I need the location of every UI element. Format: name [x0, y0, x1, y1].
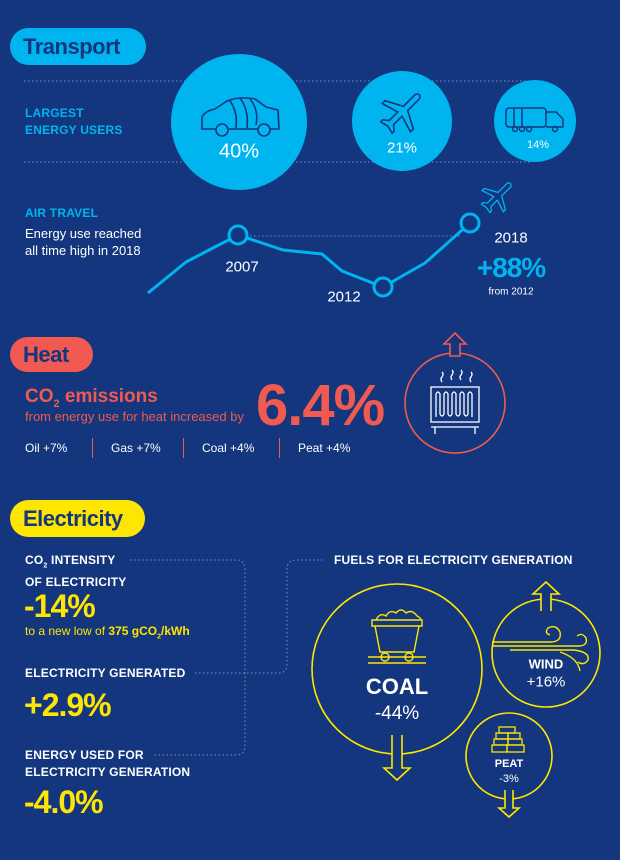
wind-icon — [492, 625, 589, 672]
note-subscript: 2 — [157, 633, 161, 641]
marker-2007 — [227, 224, 249, 246]
peat-bricks-icon — [491, 726, 525, 753]
coal-cart-icon — [368, 609, 426, 664]
year-label-2012: 2012 — [327, 288, 361, 306]
separator — [92, 438, 93, 458]
note-unit: /kWh — [160, 624, 190, 638]
heat-subtitle: from energy use for heat increased by — [25, 409, 244, 424]
air-travel-change-note: from 2012 — [488, 286, 534, 298]
plane-share-value: 21% — [386, 139, 418, 157]
peat-circle — [465, 712, 553, 800]
coal-label: COAL — [365, 674, 429, 699]
energy-used-value: -4.0% — [24, 784, 104, 820]
year-label-2018: 2018 — [494, 229, 528, 247]
co2-intensity-value: -14% — [24, 588, 96, 624]
car-icon — [201, 97, 280, 137]
air-travel-description: Energy use reached all time high in 2018 — [25, 225, 141, 259]
label-text: CO — [25, 553, 44, 567]
marker-2018 — [459, 212, 481, 234]
heat-increase-value: 6.4% — [256, 373, 385, 438]
heat-circle — [404, 352, 506, 454]
heat-headline: CO2 emissions — [25, 386, 158, 410]
desc-line: all time high in 2018 — [25, 243, 141, 258]
down-arrow-icon — [496, 790, 522, 819]
headline-text: CO — [25, 386, 54, 407]
coal-circle — [311, 583, 483, 755]
label-line: ENERGY USERS — [25, 123, 123, 137]
air-travel-energy-line — [147, 221, 471, 295]
wind-label: WIND — [528, 656, 564, 672]
heat-fuel-gas: Gas +7% — [111, 441, 161, 455]
heat-fuel-peat: Peat +4% — [298, 441, 351, 455]
label-text: INTENSITY — [47, 553, 116, 567]
small-plane-icon — [480, 182, 512, 214]
marker-2012 — [372, 276, 394, 298]
truck-icon — [505, 107, 564, 133]
note-text: to a new low of — [25, 624, 109, 638]
wind-value: +16% — [526, 673, 566, 691]
co2-intensity-note: to a new low of 375 gCO2/kWh — [25, 624, 190, 640]
coal-value: -44% — [374, 703, 420, 724]
heat-fuel-coal: Coal +4% — [202, 441, 255, 455]
label-line: ELECTRICITY GENERATION — [25, 765, 191, 779]
plane-icon — [379, 93, 421, 135]
down-arrow-icon — [381, 735, 413, 782]
heat-section-title: Heat — [10, 337, 93, 372]
headline-subscript: 2 — [53, 397, 60, 410]
label-subscript: 2 — [43, 562, 48, 570]
separator — [279, 438, 280, 458]
peat-label: PEAT — [494, 758, 524, 770]
energy-used-label: ENERGY USED FOR ELECTRICITY GENERATION — [25, 747, 190, 781]
label-line: OF ELECTRICITY — [25, 575, 127, 590]
plane-share-circle — [352, 71, 452, 171]
peat-value: -3% — [499, 773, 519, 785]
separator — [183, 438, 184, 458]
connector-mid — [195, 559, 323, 674]
electricity-section-title: Electricity — [10, 500, 145, 537]
co2-intensity-label: CO2 INTENSITY OF ELECTRICITY — [25, 552, 126, 591]
radiator-icon — [430, 369, 480, 434]
transport-section-title: Transport — [10, 28, 146, 65]
car-share-circle — [171, 54, 307, 190]
label-line: LARGEST — [25, 106, 84, 120]
note-bold: 375 gCO — [108, 624, 158, 638]
truck-share-value: 14% — [526, 139, 550, 151]
label-line: ENERGY USED FOR — [25, 748, 144, 762]
heat-fuel-oil: Oil +7% — [25, 441, 68, 455]
connector-left — [130, 559, 246, 756]
largest-energy-users-label: LARGEST ENERGY USERS — [25, 105, 123, 139]
electricity-generated-value: +2.9% — [24, 687, 112, 723]
air-travel-change: +88% — [476, 252, 546, 283]
up-arrow-icon — [442, 331, 468, 357]
headline-text: emissions — [59, 386, 158, 407]
up-arrow-icon — [530, 580, 562, 611]
air-travel-title: AIR TRAVEL — [25, 206, 99, 220]
desc-line: Energy use reached — [25, 226, 142, 241]
electricity-generated-label: ELECTRICITY GENERATED — [25, 666, 186, 680]
truck-share-circle — [494, 80, 576, 162]
car-share-value: 40% — [218, 140, 260, 163]
fuels-title: FUELS FOR ELECTRICITY GENERATION — [334, 553, 573, 567]
year-label-2007: 2007 — [225, 258, 259, 276]
